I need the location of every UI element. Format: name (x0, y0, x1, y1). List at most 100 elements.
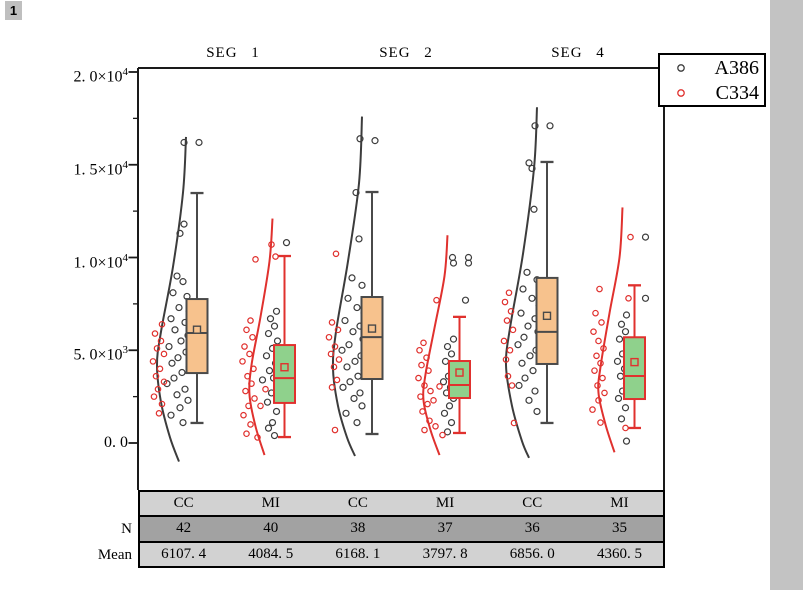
scatter-point (345, 341, 353, 349)
scatter-point (168, 359, 176, 367)
table-row: 6107. 4 4084. 5 6168. 1 3797. 8 6856. 0 4360.… (140, 540, 663, 566)
scatter-point (427, 387, 434, 395)
scatter-point (247, 421, 254, 428)
segment-label: SEG 4 (551, 45, 605, 61)
scatter-point (272, 253, 279, 260)
scatter-point (346, 378, 354, 386)
scatter-point (352, 188, 360, 197)
scatter-point (151, 330, 159, 337)
scatter-point (169, 289, 177, 297)
scatter-point (160, 378, 168, 386)
table-header-cell: CC (522, 495, 543, 512)
scatter-point (595, 397, 602, 404)
scatter-point (272, 407, 281, 416)
scatter-point (597, 359, 604, 367)
y-tick-label: 0. 0 (104, 434, 128, 451)
table-n-cell: 35 (611, 520, 627, 537)
scatter-point (617, 320, 626, 328)
scatter-point (262, 385, 269, 393)
scatter-point (180, 220, 188, 228)
scatter-point (153, 345, 161, 352)
scatter-point (241, 343, 248, 350)
scatter-point (625, 295, 632, 302)
scatter-point (353, 303, 361, 312)
legend-entry: C334 (660, 80, 764, 105)
box-plot (448, 360, 471, 400)
scatter-point (503, 317, 511, 324)
scatter-point (167, 411, 175, 419)
scatter-point (264, 329, 273, 338)
row-label-n: N (121, 521, 132, 537)
scatter-point (176, 404, 184, 412)
scatter-point (328, 319, 336, 326)
scatter-point (589, 406, 596, 413)
scatter-point (249, 333, 256, 341)
scatter-point (179, 278, 187, 286)
scatter-point (333, 376, 341, 384)
scatter-point (262, 352, 271, 360)
scatter-point (519, 285, 527, 293)
scatter-point (178, 368, 186, 377)
scatter-point (371, 137, 379, 145)
scatter-point (449, 335, 458, 343)
scatter-point (240, 411, 247, 419)
scatter-point (358, 281, 366, 289)
scatter-point (448, 253, 457, 262)
legend-box[interactable]: A386 C334 (658, 53, 766, 107)
table-header-cell: MI (610, 495, 629, 512)
table-n-cell: 42 (176, 520, 192, 537)
scatter-point (272, 307, 281, 315)
scatter-point (331, 426, 339, 434)
scatter-point (251, 395, 258, 402)
y-tick-label: 1. 5×104 (73, 158, 128, 179)
scatter-point (622, 424, 629, 432)
scatter-point (325, 333, 333, 341)
violin-curve (422, 235, 449, 456)
scatter-point (160, 350, 168, 358)
scatter-point (150, 393, 158, 400)
scatter-point (273, 337, 282, 345)
scatter-point (590, 328, 597, 336)
mean-marker (630, 357, 639, 367)
scatter-point (338, 346, 346, 354)
scatter-point (181, 385, 189, 393)
scatter-point (616, 372, 625, 380)
scatter-point (627, 233, 634, 241)
scatter-point (506, 346, 514, 354)
scatter-point (356, 389, 364, 397)
scatter-point (265, 367, 274, 375)
scatter-point (508, 382, 516, 389)
scatter-point (425, 367, 432, 374)
scatter-point (158, 400, 166, 408)
legend-label: A386 (714, 56, 759, 79)
y-tick-label: 2. 0×104 (73, 66, 128, 86)
segment-label: SEG 1 (206, 45, 260, 61)
scatter-point (443, 428, 452, 436)
mean-marker (192, 325, 202, 334)
table-n-cell: 36 (524, 520, 540, 537)
scatter-point (500, 337, 508, 345)
scatter-point (327, 350, 335, 358)
scatter-point (247, 317, 254, 324)
page-number-badge[interactable]: 1 (5, 1, 22, 20)
violin-curve (504, 107, 538, 459)
scatter-point (282, 239, 291, 247)
scatter-point (599, 374, 606, 382)
scatter-point (443, 342, 452, 351)
scatter-point (252, 256, 259, 263)
scatter-point (423, 354, 430, 361)
mean-marker (280, 363, 289, 372)
stats-table[interactable]: CC MI CC MI CC MI 42 40 38 37 36 35 6107. 4 4084. 5 61… (138, 490, 665, 568)
scatter-point (464, 259, 473, 267)
scatter-point (175, 303, 183, 312)
box-plot (185, 298, 209, 375)
scatter-point (331, 343, 339, 350)
scatter-point (165, 342, 173, 351)
table-mean-cell: 4360. 5 (596, 545, 642, 562)
scatter-point (415, 374, 422, 382)
mean-marker (455, 368, 464, 377)
scatter-point (461, 296, 470, 304)
scatter-point (617, 415, 626, 423)
